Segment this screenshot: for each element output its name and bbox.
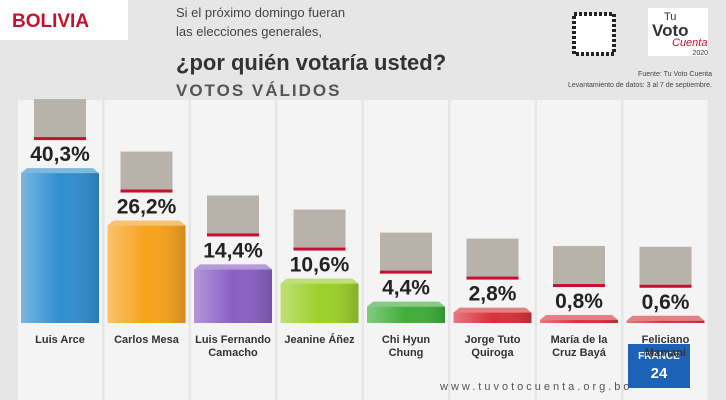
candidate-photo <box>293 209 346 250</box>
bar-top <box>453 307 532 313</box>
candidate-photo <box>207 195 259 236</box>
bar-shine <box>107 225 186 323</box>
bar-shine <box>540 320 618 323</box>
value-label: 0,8% <box>555 290 603 313</box>
x-tick-label: Luis Arce <box>35 334 85 346</box>
candidate-photo <box>380 232 432 273</box>
x-tick-label: Feliciano Mamani <box>641 334 690 359</box>
value-label: 2,8% <box>469 283 517 306</box>
bar-shine <box>453 312 532 323</box>
value-label: 10,6% <box>290 254 350 277</box>
bar-shine <box>626 320 705 323</box>
note: Levantamiento de datos: 3 al 7 de septie… <box>568 82 712 89</box>
photo-stripe <box>553 284 605 288</box>
photo-stripe <box>466 276 519 280</box>
value-label: 26,2% <box>117 196 177 219</box>
broadcaster-text: FRANCE <box>638 351 680 362</box>
x-tick-label: Carlos Mesa <box>114 334 179 346</box>
broadcaster-text: 24 <box>651 365 668 382</box>
x-tick-label: Jorge Tuto Quiroga <box>464 334 521 359</box>
x-tick-label: Jeanine Áñez <box>284 334 355 346</box>
logo-text: Voto <box>652 21 689 40</box>
bar-top <box>540 315 618 321</box>
bar-shine <box>280 283 359 323</box>
candidate-photo <box>553 246 605 287</box>
bar-shine <box>194 269 272 323</box>
chart-title: ¿por quién votaría usted? <box>176 50 446 75</box>
bar-top <box>367 301 445 307</box>
logo-year: 2020 <box>692 50 708 57</box>
value-label: 0,6% <box>642 291 690 314</box>
source: Fuente: Tu Voto Cuenta <box>638 71 712 78</box>
intro-line: Si el próximo domingo fueran <box>176 5 345 20</box>
photo-stripe <box>34 137 86 141</box>
x-tick-label: María de la Cruz Bayá <box>550 334 608 359</box>
intro-line: las elecciones generales, <box>176 24 322 39</box>
candidate-photo <box>466 238 519 279</box>
candidate-photo <box>120 151 173 192</box>
photo-stripe <box>380 270 432 274</box>
candidate-photo <box>34 99 86 140</box>
x-tick-label: Luis Fernando Camacho <box>195 334 271 359</box>
country: BOLIVIA <box>12 11 89 32</box>
value-label: 4,4% <box>382 277 430 300</box>
bar-shine <box>367 306 445 323</box>
country-banner <box>0 0 128 40</box>
chart-subtitle: VOTOS VÁLIDOS <box>176 81 342 100</box>
value-label: 14,4% <box>203 239 263 262</box>
qr-code <box>572 12 616 56</box>
x-tick-label: Chi Hyun Chung <box>381 334 431 359</box>
photo-stripe <box>120 189 173 193</box>
value-label: 40,3% <box>30 143 90 166</box>
bar-top <box>626 315 705 321</box>
website: www.tuvotocuenta.org.bo <box>439 381 633 393</box>
bar-top <box>107 220 186 226</box>
photo-stripe <box>293 247 346 251</box>
bar-top <box>194 264 272 270</box>
broadcaster-logo <box>628 344 690 388</box>
candidate-photo <box>639 246 692 287</box>
bar-shine <box>21 173 99 323</box>
photo-stripe <box>639 284 692 288</box>
photo-stripe <box>207 233 259 237</box>
bar-top <box>280 278 359 284</box>
logo-text: Tu <box>664 11 676 23</box>
column-band <box>191 100 275 400</box>
bar-top <box>21 168 99 174</box>
logo-box <box>648 8 708 56</box>
logo-text: Cuenta <box>672 37 707 49</box>
